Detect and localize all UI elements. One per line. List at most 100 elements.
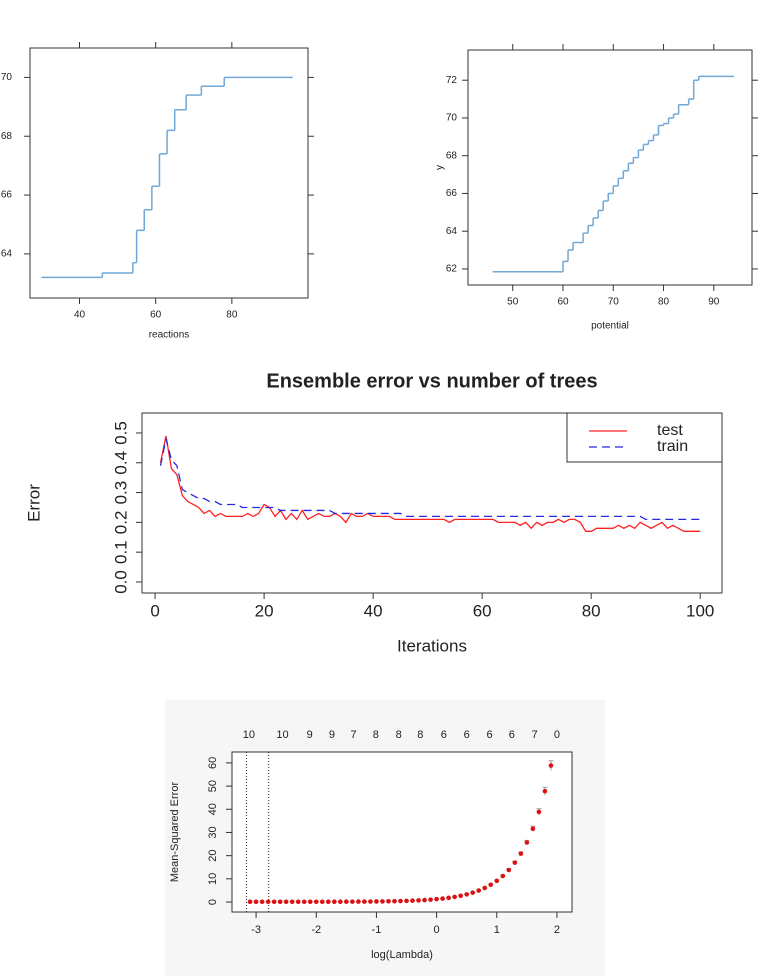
legend-label: train [657,438,688,455]
x-tick-label: 100 [686,601,714,620]
point [524,840,530,845]
point [368,899,373,904]
y-tick-label: 64 [1,249,13,260]
x-tick-label: 1 [494,924,500,936]
x-axis-label: Iterations [397,636,467,655]
point [440,896,445,901]
legend-box [566,412,723,463]
point [289,899,295,905]
point [548,763,554,768]
top-tick-label: 8 [396,729,402,741]
plot-frame [231,751,573,913]
y-tick-label: 70 [446,113,458,124]
point [350,899,355,904]
point [422,897,427,903]
point [374,899,379,904]
y-tick-label: 50 [207,780,219,792]
plot-frame [29,47,309,299]
point [542,788,548,794]
y-tick-label: 60 [207,757,219,769]
point [530,826,536,832]
y-axis-label: Mean-Squared Error [169,782,181,883]
top-tick-label: 7 [532,729,538,741]
y-tick-label: 0.3 [111,481,130,505]
top-tick-label: 6 [441,729,447,741]
point [398,898,403,904]
point [307,899,313,905]
x-tick-label: -2 [311,924,321,936]
y-tick-label: 66 [446,188,458,199]
point [362,899,367,904]
point [380,899,385,904]
point [452,894,457,900]
point [488,882,494,888]
point [283,899,289,905]
y-tick-label: 66 [1,190,13,201]
point [506,867,512,873]
point [416,898,421,903]
y-axis-label: Error [24,484,43,522]
y-tick-label: 0.1 [111,540,130,564]
point [356,899,361,904]
point [325,899,331,905]
top-tick-label: 9 [307,729,313,741]
y-tick-label: 0.4 [111,451,130,475]
y-tick-label: 0.2 [111,511,130,535]
y-tick-label: 0.5 [111,421,130,445]
x-tick-label: 80 [658,297,670,308]
point [536,809,542,815]
point [265,899,271,905]
point [410,898,415,903]
point [476,888,482,893]
point [253,899,259,905]
point [338,899,343,905]
point [500,873,506,879]
point [446,895,451,901]
point [464,892,469,897]
x-tick-label: 2 [554,924,560,936]
x-tick-label: 60 [557,297,569,308]
x-tick-label: 0 [434,924,440,936]
top-tick-label: 10 [276,729,288,741]
x-tick-label: -3 [251,924,261,936]
legend-label: test [657,422,683,439]
top-tick-label: 10 [243,729,255,741]
point [319,899,325,905]
point [313,899,319,905]
x-tick-label: 90 [708,297,720,308]
point [271,899,277,905]
point [428,897,433,902]
top-tick-label: 9 [329,729,335,741]
x-tick-label: 80 [582,601,601,620]
y-tick-label: 20 [207,850,219,862]
point [332,899,337,905]
point [295,899,301,905]
y-tick-label: 30 [207,826,219,838]
point [344,899,349,904]
top-tick-label: 8 [373,729,379,741]
point [247,899,253,905]
point [301,899,307,905]
x-tick-label: 40 [364,601,383,620]
x-tick-label: 60 [150,310,162,321]
point [392,898,397,904]
y-tick-label: 64 [446,226,458,237]
x-tick-label: 20 [255,601,274,620]
point [512,860,518,865]
x-tick-label: 60 [473,601,492,620]
x-tick-label: 70 [608,297,620,308]
top-tick-label: 0 [554,729,560,741]
point [434,896,439,902]
x-tick-label: -1 [372,924,382,936]
x-axis-label: reactions [149,330,190,341]
x-axis-label: log(Lambda) [371,949,433,961]
point [470,890,476,895]
point [458,893,463,899]
y-tick-label: 68 [1,131,13,142]
y-tick-label: 0.0 [111,570,130,594]
top-tick-label: 6 [464,729,470,741]
y-tick-label: 72 [446,75,458,86]
x-axis-label: potential [591,321,629,332]
y-tick-label: 0 [207,899,219,905]
